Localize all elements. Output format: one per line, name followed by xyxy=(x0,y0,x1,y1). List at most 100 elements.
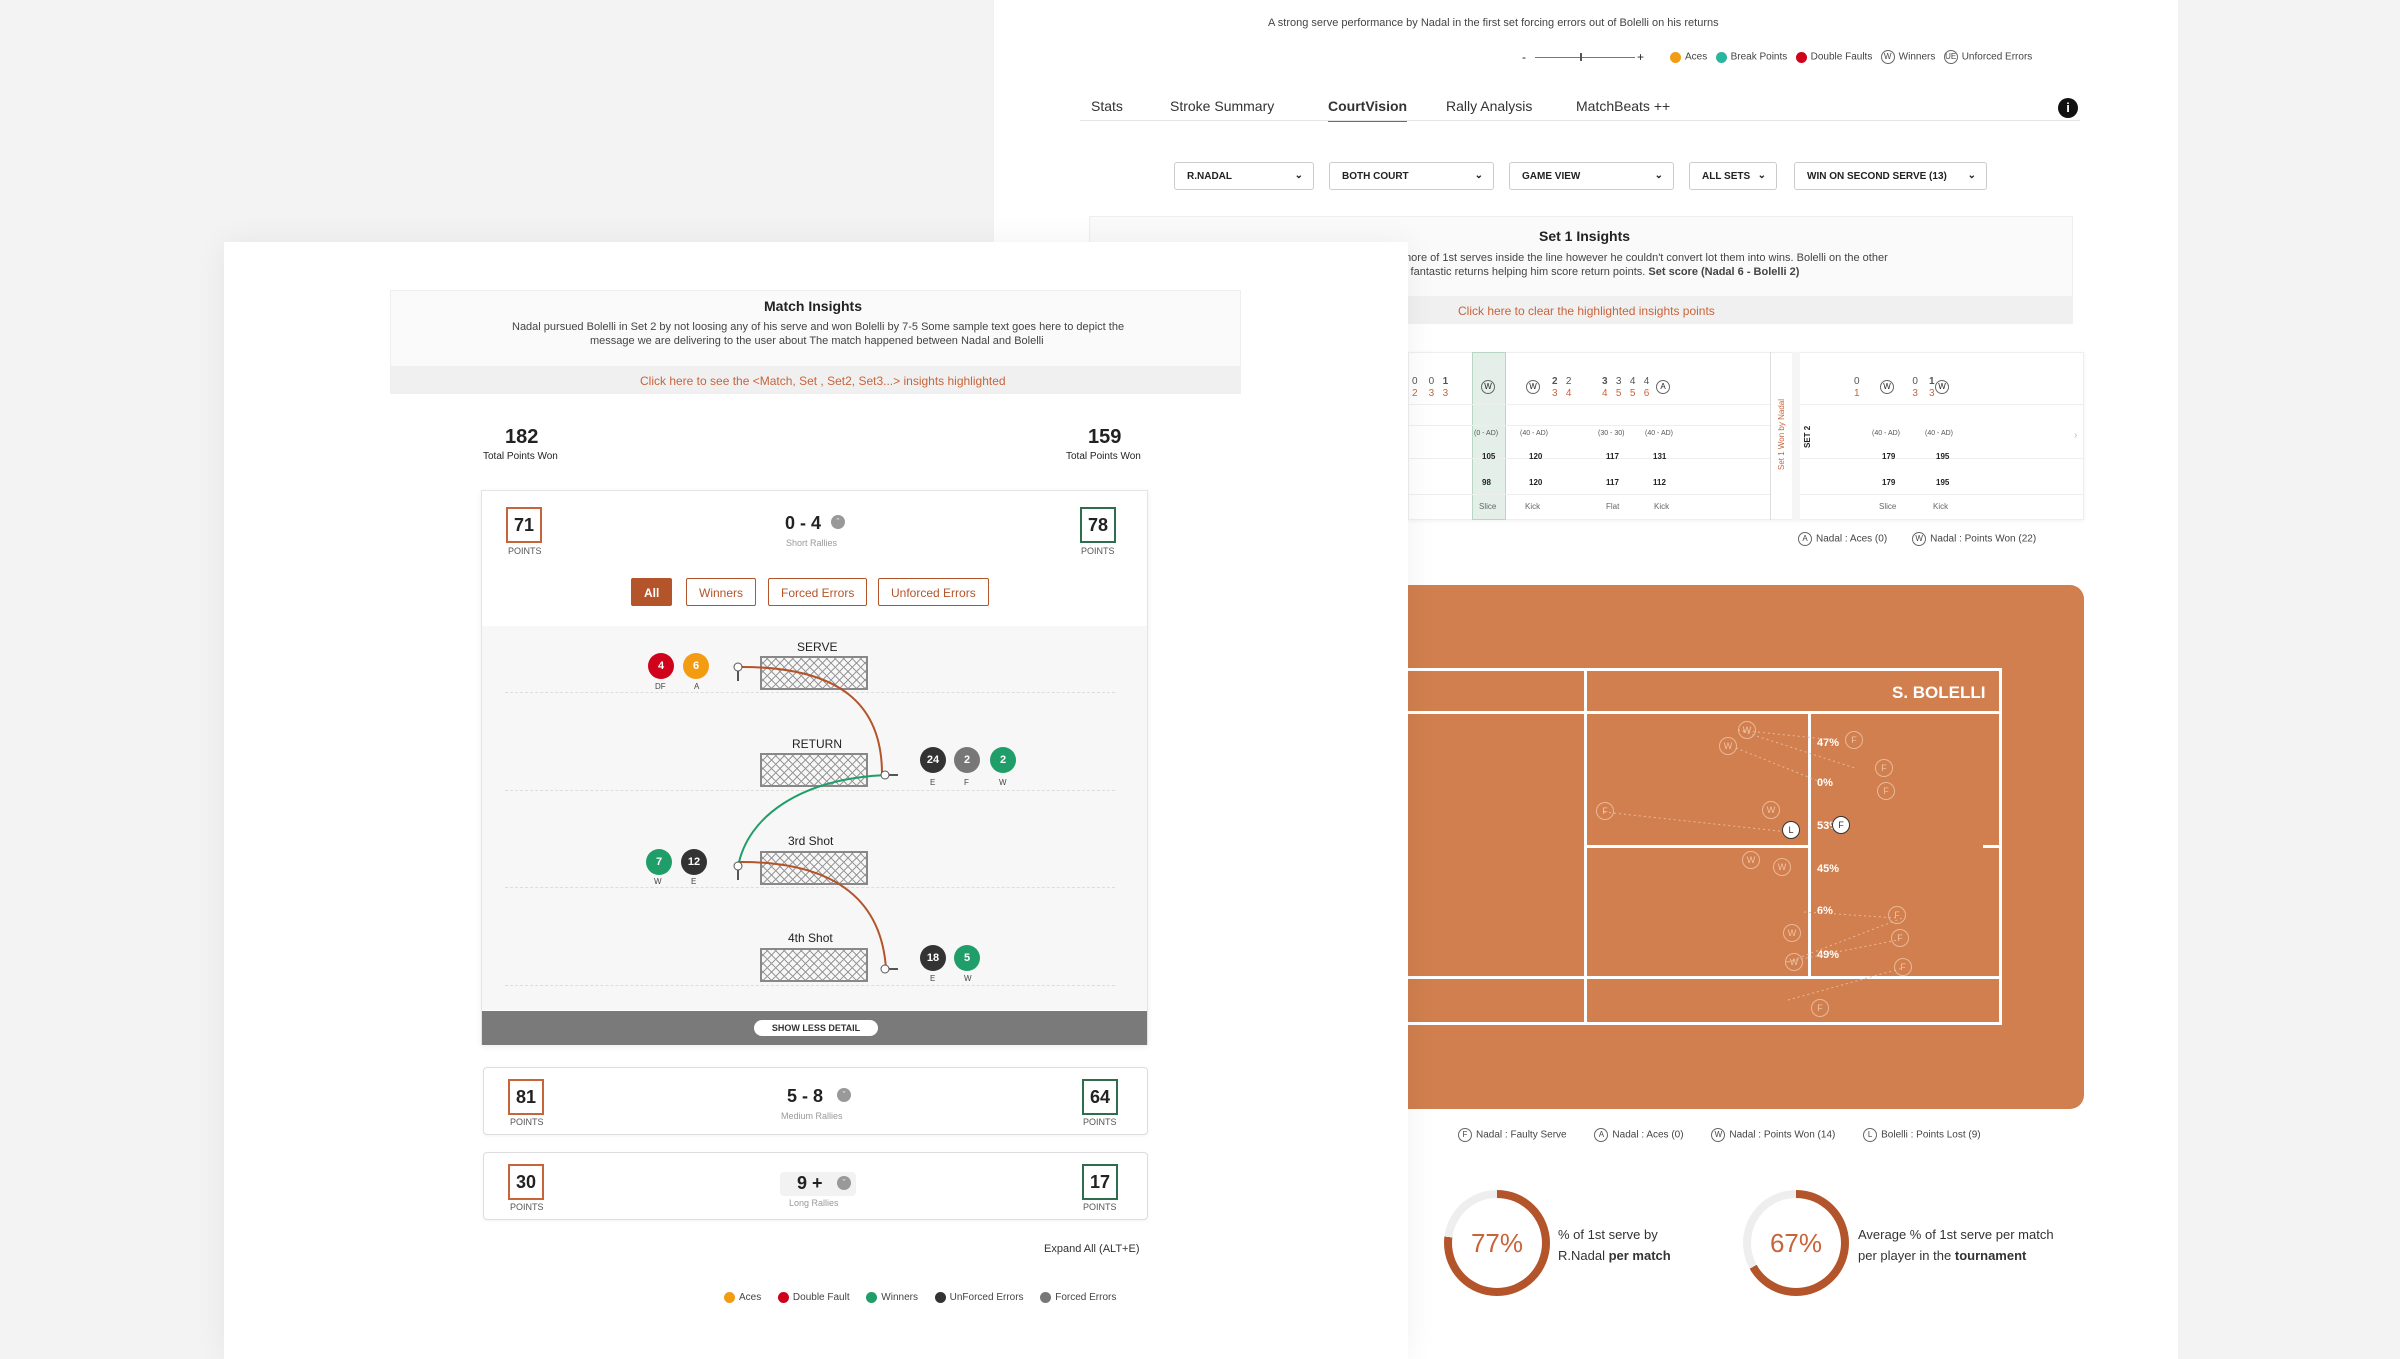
zoom-slider[interactable] xyxy=(1535,57,1635,58)
points-label: POINTS xyxy=(1083,1202,1117,1212)
winner-marker[interactable]: W xyxy=(1738,721,1756,739)
ace-point-icon[interactable]: A xyxy=(1656,380,1670,394)
clear-insights-link[interactable]: Click here to clear the highlighted insi… xyxy=(1458,304,1715,318)
set-insights-title: Set 1 Insights xyxy=(1539,228,1631,244)
short-right-points: 78 xyxy=(1080,507,1116,543)
player-dropdown[interactable]: R.NADAL ⌄ xyxy=(1174,162,1314,190)
winner-point-icon[interactable]: W xyxy=(1526,380,1540,394)
aces-icon xyxy=(724,1292,735,1303)
serve-speed: 98 xyxy=(1482,478,1491,487)
winner-point-icon[interactable]: W xyxy=(1481,380,1495,394)
zoom-handle[interactable] xyxy=(1580,53,1582,61)
points-label: POINTS xyxy=(1083,1117,1117,1127)
winner-marker[interactable]: W xyxy=(1719,737,1737,755)
aces-count[interactable]: 6 xyxy=(683,653,709,679)
tab-stroke-summary[interactable]: Stroke Summary xyxy=(1170,98,1275,114)
long-rallies-score: 9 + xyxy=(797,1173,823,1193)
serve-speed: 179 xyxy=(1882,452,1896,461)
faulty-serve-marker[interactable]: F xyxy=(1845,731,1863,749)
unforced-errors-icon: UE xyxy=(1943,50,1958,64)
faulty-serve-marker[interactable]: F xyxy=(1894,958,1912,976)
filter-unforced-errors[interactable]: Unforced Errors xyxy=(878,578,989,606)
lost-point-icon: L xyxy=(1863,1128,1878,1142)
tab-courtvision[interactable]: CourtVision xyxy=(1328,98,1408,122)
tab-matchbeats[interactable]: MatchBeats ++ xyxy=(1576,98,1671,114)
filter-all[interactable]: All xyxy=(631,578,673,606)
double-fault-count[interactable]: 4 xyxy=(648,653,674,679)
zoom-plus[interactable]: + xyxy=(1637,50,1645,64)
tabs-divider xyxy=(1080,120,2080,121)
points-label: POINTS xyxy=(510,1202,544,1212)
faulty-serve-selected-marker[interactable]: F xyxy=(1832,816,1850,834)
winner-point-icon[interactable]: W xyxy=(1880,380,1894,394)
faulty-serve-marker[interactable]: F xyxy=(1877,782,1895,800)
winner-marker[interactable]: W xyxy=(1783,924,1801,942)
stroke-type: Flat xyxy=(1606,502,1620,511)
unforced-errors-count[interactable]: 18 xyxy=(920,945,946,971)
tab-rally-analysis[interactable]: Rally Analysis xyxy=(1446,98,1533,114)
winner-marker[interactable]: W xyxy=(1785,953,1803,971)
total-points-right-label: Total Points Won xyxy=(1066,451,1141,462)
faulty-serve-marker[interactable]: F xyxy=(1596,802,1614,820)
stroke-type: Kick xyxy=(1654,502,1670,511)
info-icon[interactable]: i xyxy=(2058,98,2078,118)
timeline-legend: A Nadal : Aces (0) W Nadal : Points Won (2… xyxy=(1798,532,2036,546)
deuce-label: (40 - AD) xyxy=(1645,430,1674,437)
winners-icon xyxy=(866,1292,878,1303)
expand-icon[interactable]: ˇ xyxy=(837,1088,851,1102)
filter-forced-errors[interactable]: Forced Errors xyxy=(768,578,868,606)
faulty-serve-marker[interactable]: F xyxy=(1891,929,1909,947)
winner-marker[interactable]: W xyxy=(1742,851,1760,869)
expand-all-link[interactable]: Expand All (ALT+E) xyxy=(1044,1243,1140,1255)
unforced-errors-count[interactable]: 24 xyxy=(920,747,946,773)
expand-icon[interactable]: ˇ xyxy=(837,1176,851,1190)
ball-label: F xyxy=(964,778,969,787)
serve-filter-dropdown[interactable]: WIN ON SECOND SERVE (13) ⌄ xyxy=(1794,162,1987,190)
faulty-serve-marker[interactable]: F xyxy=(1811,999,1829,1017)
court-player-name: S. BOLELLI xyxy=(1892,683,1986,702)
winners-count[interactable]: 7 xyxy=(646,849,672,875)
first-serve-tournament-gauge: 67% xyxy=(1743,1190,1849,1296)
medium-rallies-card[interactable] xyxy=(483,1067,1148,1135)
zoom-minus[interactable]: - xyxy=(1522,50,1526,64)
deuce-label: (30 - 30) xyxy=(1598,430,1625,437)
collapse-icon[interactable]: ˆ xyxy=(831,515,845,529)
aces-icon xyxy=(1670,51,1681,63)
filter-winners[interactable]: Winners xyxy=(686,578,757,606)
tab-stats[interactable]: Stats xyxy=(1091,98,1123,114)
ball-label: E xyxy=(930,974,936,983)
total-points-left: 182 xyxy=(505,426,539,448)
sets-dropdown[interactable]: ALL SETS ⌄ xyxy=(1689,162,1777,190)
show-less-detail-button[interactable]: SHOW LESS DETAIL xyxy=(754,1020,878,1036)
stroke-type: Slice xyxy=(1479,502,1497,511)
set1-won-label: Set 1 Won by Nadal xyxy=(1777,398,1786,470)
lost-point-marker[interactable]: L xyxy=(1782,821,1800,839)
match-insights-link-bar xyxy=(390,366,1241,394)
net-serve xyxy=(760,656,868,690)
timeline-next-icon[interactable]: › xyxy=(2074,430,2078,441)
winners-count[interactable]: 5 xyxy=(954,945,980,971)
faulty-serve-marker[interactable]: F xyxy=(1875,759,1893,777)
winner-marker[interactable]: W xyxy=(1773,858,1791,876)
winner-point-icon[interactable]: W xyxy=(1935,380,1949,394)
winner-marker[interactable]: W xyxy=(1762,801,1780,819)
serve-speed: 120 xyxy=(1529,452,1543,461)
return-label: RETURN xyxy=(792,737,842,751)
short-rallies-score: 0 - 4 xyxy=(785,513,822,533)
stroke-type: Slice xyxy=(1879,502,1897,511)
net-fourth-shot xyxy=(760,948,868,982)
match-insights-link[interactable]: Click here to see the <Match, Set , Set2… xyxy=(640,374,1006,388)
serve-label: SERVE xyxy=(797,640,838,654)
winners-icon: W xyxy=(1880,50,1895,64)
faulty-serve-marker[interactable]: F xyxy=(1888,906,1906,924)
deuce-label: (0 - AD) xyxy=(1474,430,1499,437)
forced-errors-count[interactable]: 2 xyxy=(954,747,980,773)
ball-label: A xyxy=(694,682,700,691)
points-label: POINTS xyxy=(508,546,542,556)
fourth-shot-label: 4th Shot xyxy=(788,931,833,945)
unforced-errors-count[interactable]: 12 xyxy=(681,849,707,875)
view-dropdown[interactable]: GAME VIEW ⌄ xyxy=(1509,162,1674,190)
winners-count[interactable]: 2 xyxy=(990,747,1016,773)
court-dropdown[interactable]: BOTH COURT ⌄ xyxy=(1329,162,1494,190)
medium-left-points: 81 xyxy=(508,1079,544,1115)
